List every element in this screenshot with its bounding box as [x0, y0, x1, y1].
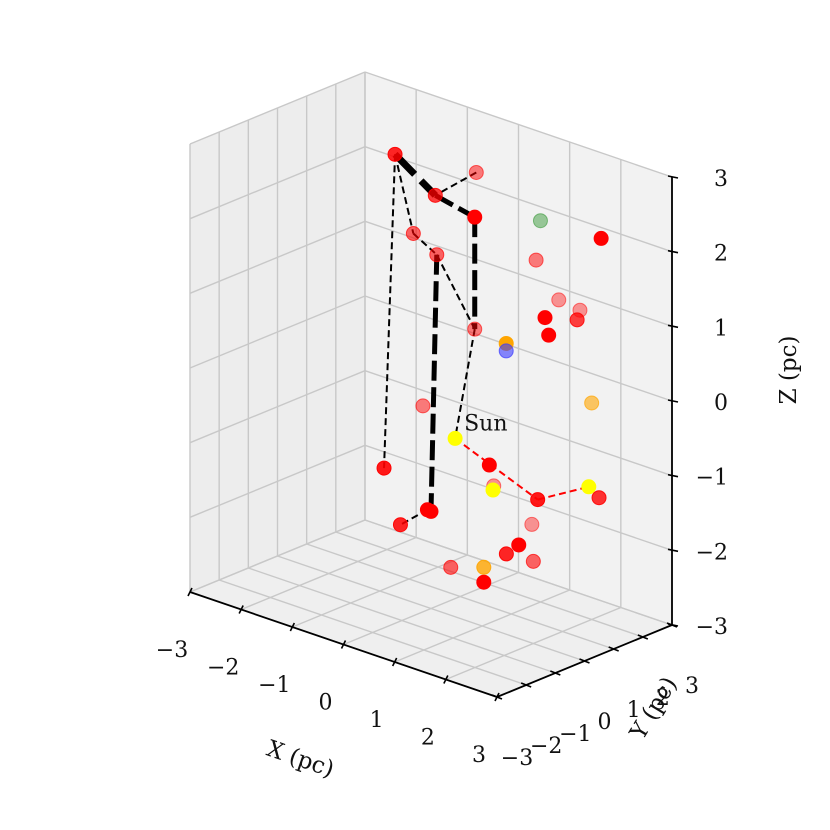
x-tick — [340, 640, 347, 649]
x-tick-label: 1 — [370, 708, 384, 733]
y-tick-label: 3 — [685, 674, 699, 699]
z-tick — [667, 324, 679, 329]
grid-line — [364, 519, 673, 626]
star-point — [530, 492, 546, 508]
grid-line — [189, 71, 366, 145]
z-tick — [667, 473, 679, 478]
star-point — [405, 226, 421, 241]
connection-line — [428, 254, 440, 512]
y-tick — [666, 622, 678, 628]
star-point — [581, 479, 597, 495]
z-tick-label: −3 — [696, 615, 728, 640]
axis-panes — [190, 72, 672, 697]
star-point — [392, 517, 408, 533]
connection-line — [454, 328, 476, 439]
connection-line — [454, 437, 539, 501]
connection-line — [383, 154, 397, 469]
grid-line — [364, 146, 673, 253]
grid-line — [364, 71, 673, 178]
z-tick-label: 3 — [714, 167, 728, 192]
y-tick — [579, 658, 590, 664]
x-tick-label: 0 — [319, 691, 333, 716]
x-tick — [238, 605, 244, 614]
star-point — [591, 490, 607, 506]
star-point — [485, 482, 501, 498]
star-point — [447, 430, 463, 446]
star-point — [541, 327, 557, 343]
x-tick-label: −3 — [156, 638, 188, 663]
star-point — [429, 247, 445, 263]
x-tick — [187, 587, 193, 597]
x-axis-title: X (pc) — [263, 736, 337, 783]
star-point — [498, 546, 514, 562]
connection-line — [394, 154, 415, 234]
star-point — [569, 312, 585, 328]
x-tick — [391, 657, 398, 667]
star-point — [467, 209, 483, 225]
sun-label: Sun — [464, 411, 507, 436]
z-tick — [667, 548, 679, 553]
star-point — [415, 398, 431, 414]
star-point — [537, 310, 553, 326]
axis-lines — [187, 175, 679, 702]
connection-line — [434, 193, 476, 220]
z-tick-label: 2 — [714, 242, 728, 267]
star-point — [476, 574, 492, 590]
y-tick-label: 0 — [598, 710, 612, 735]
star-point — [551, 292, 567, 308]
star-point — [593, 230, 609, 246]
star-point — [511, 537, 527, 553]
z-tick-label: −1 — [696, 466, 728, 491]
star-point — [524, 516, 540, 532]
star-point — [584, 395, 600, 411]
star-point — [387, 146, 403, 162]
y-tick — [608, 646, 619, 652]
star-point — [481, 457, 497, 473]
star-point — [498, 343, 514, 359]
y-tick-label: −3 — [501, 746, 533, 771]
star-points — [376, 146, 609, 590]
connection-line — [392, 151, 438, 198]
star-point — [525, 553, 541, 569]
star-point — [467, 321, 483, 337]
star-point — [476, 559, 492, 575]
x-tick-label: 2 — [421, 726, 435, 751]
x-tick-label: −1 — [258, 673, 290, 698]
y-tick-label: 2 — [656, 686, 670, 711]
star-point — [376, 460, 392, 476]
annotations: Sun — [464, 411, 507, 436]
star-point — [427, 187, 443, 203]
y-tick-label: −1 — [559, 722, 591, 747]
x-tick-label: 3 — [472, 743, 486, 768]
z-tick-label: 1 — [714, 316, 728, 341]
y-tick — [550, 670, 561, 676]
star-point — [528, 252, 544, 268]
z-tick — [667, 175, 679, 179]
y-tick — [637, 634, 649, 640]
z-tick — [667, 249, 679, 254]
z-tick-label: −2 — [696, 540, 728, 565]
x-tick — [494, 692, 500, 702]
z-tick-label: 0 — [714, 391, 728, 416]
star-point — [468, 164, 484, 180]
y-tick — [520, 682, 532, 688]
x-tick — [289, 622, 296, 632]
connection-line — [434, 171, 477, 197]
z-tick — [667, 399, 679, 403]
x-tick — [443, 675, 449, 684]
connection-line — [435, 254, 476, 330]
y-tick-label: 1 — [627, 698, 641, 723]
grid-line — [189, 146, 366, 220]
connection-line — [537, 485, 590, 501]
star-point — [443, 559, 459, 575]
x-tick-label: −2 — [207, 656, 239, 681]
y-tick-label: −2 — [530, 734, 562, 759]
z-axis-title: Z (pc) — [776, 336, 802, 405]
star-point — [419, 502, 435, 518]
star-point — [532, 213, 548, 229]
